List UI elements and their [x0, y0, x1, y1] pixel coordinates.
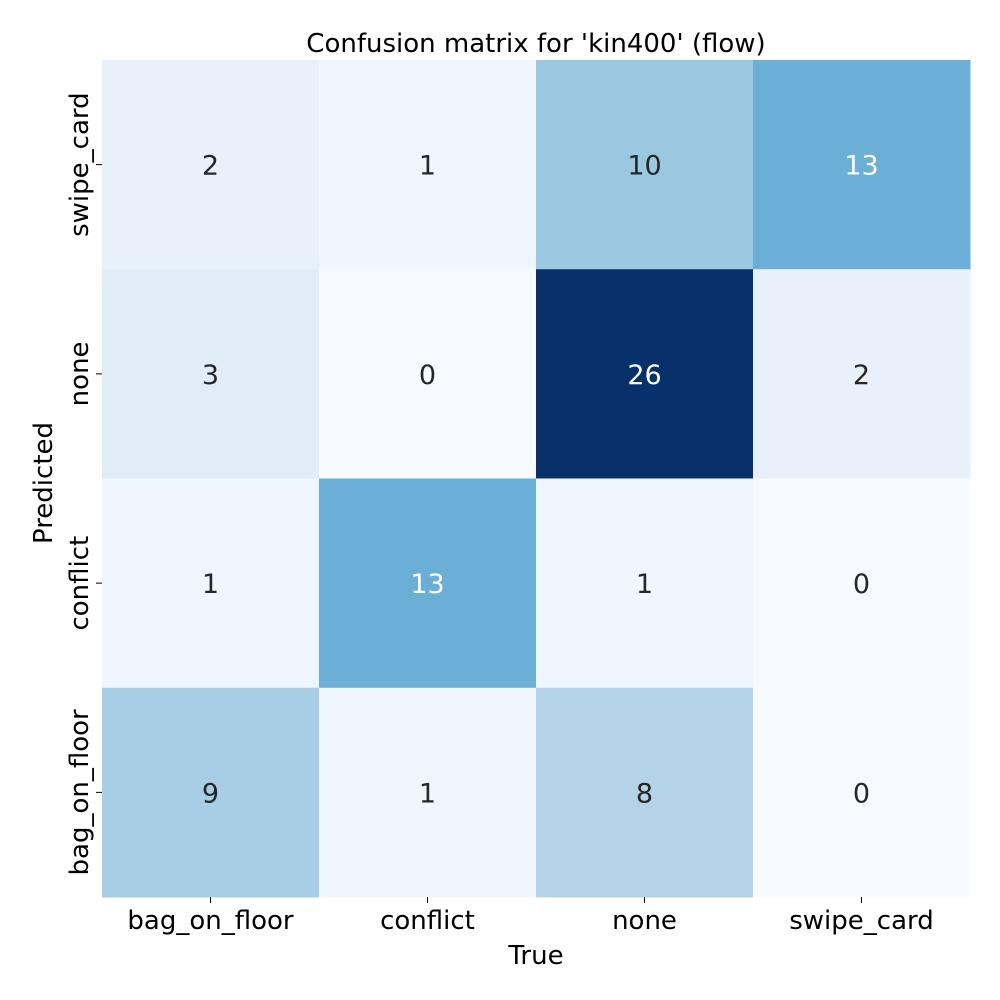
heatmap-cell-r1-c3 [753, 269, 971, 479]
cell-value-label-r3-c0: 9 [202, 778, 219, 809]
y-tick-label-1: none [65, 341, 95, 406]
heatmap-cell-r0-c0 [102, 60, 320, 270]
x-tick-label-2: none [612, 906, 677, 936]
heatmap-cell-r0-c3 [753, 60, 971, 270]
heatmap-cell-r1-c0 [102, 269, 320, 479]
cell-value-label-r0-c0: 2 [202, 151, 219, 182]
cell-value-label-r2-c3: 0 [853, 569, 870, 600]
heatmap-cell-r1-c1 [319, 269, 537, 479]
cell-value-label-r1-c3: 2 [853, 360, 870, 391]
cell-value-label-r0-c3: 13 [844, 151, 878, 182]
heatmap-cell-r2-c0 [102, 478, 320, 689]
y-axis-label: Predicted [29, 422, 59, 544]
x-tick-label-3: swipe_card [789, 906, 934, 936]
heatmap-cell-r0-c1 [319, 60, 537, 270]
heatmap-cell-r3-c2 [536, 687, 754, 898]
cell-value-label-r1-c1: 0 [419, 360, 436, 391]
heatmap-cell-r2-c3 [753, 478, 971, 689]
x-tick-label-0: bag_on_floor [127, 906, 294, 936]
cell-value-label-r1-c0: 3 [202, 360, 219, 391]
cell-value-label-r2-c1: 13 [410, 569, 444, 600]
heatmap-cell-r2-c2 [536, 478, 754, 689]
heatmap-cell-r3-c3 [753, 687, 971, 898]
cell-value-label-r0-c1: 1 [419, 151, 436, 182]
x-axis-label: True [507, 941, 563, 971]
y-tick-label-2: conflict [65, 536, 95, 631]
x-tick-label-1: conflict [380, 906, 475, 936]
heatmap-cell-r3-c0 [102, 687, 320, 898]
chart-title: Confusion matrix for 'kin400' (flow) [306, 29, 765, 59]
heatmap-cell-r0-c2 [536, 60, 754, 270]
cell-value-label-r3-c2: 8 [636, 778, 653, 809]
heatmap-cell-r3-c1 [319, 687, 537, 898]
axis-ticks: bag_on_floor conflict none swipe_card swipe_… [65, 92, 934, 936]
cell-value-label-r1-c2: 26 [627, 360, 661, 391]
y-tick-label-0: swipe_card [65, 92, 95, 237]
cell-value-label-r3-c3: 0 [853, 778, 870, 809]
heatmap-cell-r2-c1 [319, 478, 537, 689]
cell-value-label-r0-c2: 10 [627, 151, 661, 182]
cell-value-label-r3-c1: 1 [419, 778, 436, 809]
cell-value-label-r2-c0: 1 [202, 569, 219, 600]
heatmap-cell-r1-c2 [536, 269, 754, 479]
y-tick-label-3: bag_on_floor [65, 709, 95, 876]
cell-value-label-r2-c2: 1 [636, 569, 653, 600]
heatmap-cells: 2 1 10 133 0 26 21 13 1 09 1 8 0 [102, 60, 971, 898]
